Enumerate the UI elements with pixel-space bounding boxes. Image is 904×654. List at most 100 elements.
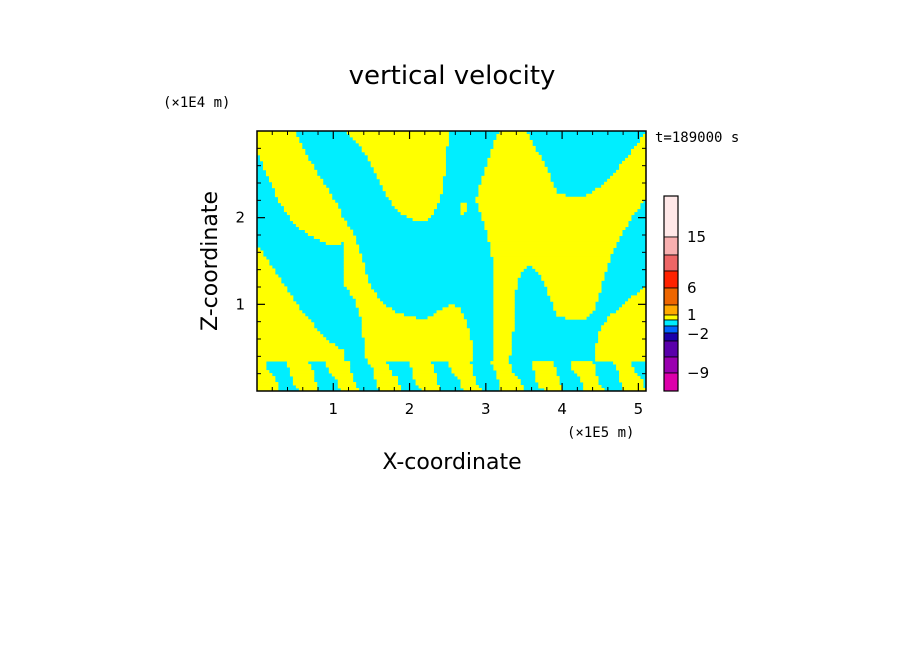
positive-region [478, 202, 641, 207]
positive-region [484, 166, 548, 171]
positive-region [334, 376, 354, 380]
positive-region [493, 277, 518, 281]
positive-region [257, 271, 276, 275]
positive-region [580, 376, 599, 380]
positive-region [493, 319, 515, 323]
positive-region [343, 271, 366, 275]
positive-region [433, 313, 464, 317]
positive-region [598, 337, 646, 341]
positive-region [364, 349, 473, 353]
positive-region [478, 190, 557, 195]
positive-region [448, 304, 455, 308]
positive-region [346, 286, 372, 290]
positive-region [257, 304, 300, 308]
positive-region [257, 274, 279, 278]
positive-region [481, 214, 632, 219]
positive-region [257, 370, 270, 374]
positive-region [460, 205, 467, 210]
positive-region [412, 217, 428, 222]
plot-frame [256, 130, 647, 392]
positive-region [493, 271, 521, 275]
positive-region [460, 211, 464, 216]
positive-region [595, 358, 646, 362]
positive-region [265, 169, 318, 174]
positive-region [286, 364, 312, 368]
positive-region [475, 199, 644, 204]
positive-region [328, 370, 351, 374]
positive-region [289, 217, 345, 222]
positive-region [436, 310, 461, 314]
positive-region [283, 208, 342, 213]
positive-region [283, 205, 339, 210]
positive-region [382, 187, 443, 192]
positive-region [379, 178, 443, 183]
positive-region [493, 142, 533, 147]
positive-region [448, 361, 470, 365]
colorbar-segment [663, 340, 679, 358]
positive-region [493, 286, 518, 290]
positive-region [364, 355, 473, 359]
positive-region [460, 385, 479, 389]
positive-region [367, 358, 473, 362]
positive-region [262, 160, 312, 165]
positive-region [619, 307, 646, 311]
positive-region [376, 175, 443, 180]
positive-region [487, 157, 542, 162]
positive-region [364, 337, 470, 341]
positive-region [412, 367, 434, 371]
positive-region [478, 184, 554, 189]
positive-region [325, 364, 351, 368]
positive-region [541, 277, 605, 281]
positive-region [490, 250, 614, 254]
x-tick-label: 5 [634, 400, 644, 418]
positive-region [490, 361, 509, 365]
positive-region [373, 166, 446, 171]
colorbar-label: −2 [687, 325, 709, 343]
positive-region [643, 133, 646, 138]
positive-region [487, 163, 545, 168]
positive-region [355, 301, 384, 305]
positive-region [493, 325, 515, 329]
positive-region [493, 346, 512, 350]
colorbar-segment [663, 332, 679, 342]
positive-region [493, 367, 512, 371]
positive-region [331, 373, 354, 377]
positive-region [343, 256, 363, 260]
positive-region [619, 373, 638, 377]
positive-region [412, 376, 437, 380]
positive-region [257, 148, 306, 153]
positive-region [571, 361, 593, 365]
colorbar-label: 1 [687, 306, 697, 324]
positive-region [409, 364, 434, 368]
positive-region [493, 340, 512, 344]
positive-region [262, 163, 315, 168]
positive-region [343, 247, 360, 251]
positive-region [535, 376, 560, 380]
positive-region [257, 364, 267, 368]
positive-region [643, 286, 646, 290]
positive-region [376, 385, 402, 389]
positive-region [601, 325, 646, 329]
positive-region [385, 190, 443, 195]
positive-region [376, 172, 446, 177]
positive-region [493, 139, 533, 144]
positive-region [358, 310, 396, 314]
positive-region [370, 364, 390, 368]
positive-region [376, 379, 399, 383]
positive-region [257, 349, 345, 353]
colorbar-segment [663, 304, 679, 316]
positive-region [257, 289, 288, 293]
positive-region [544, 283, 602, 287]
positive-region [532, 265, 608, 269]
positive-region [616, 310, 646, 314]
positive-region [355, 139, 449, 144]
positive-region [289, 370, 315, 374]
positive-region [460, 208, 467, 213]
positive-region [257, 355, 345, 359]
positive-region [319, 238, 357, 242]
colorbar-segment [663, 254, 679, 272]
positive-region [257, 298, 294, 302]
positive-region [484, 226, 626, 231]
positive-region [499, 385, 524, 389]
